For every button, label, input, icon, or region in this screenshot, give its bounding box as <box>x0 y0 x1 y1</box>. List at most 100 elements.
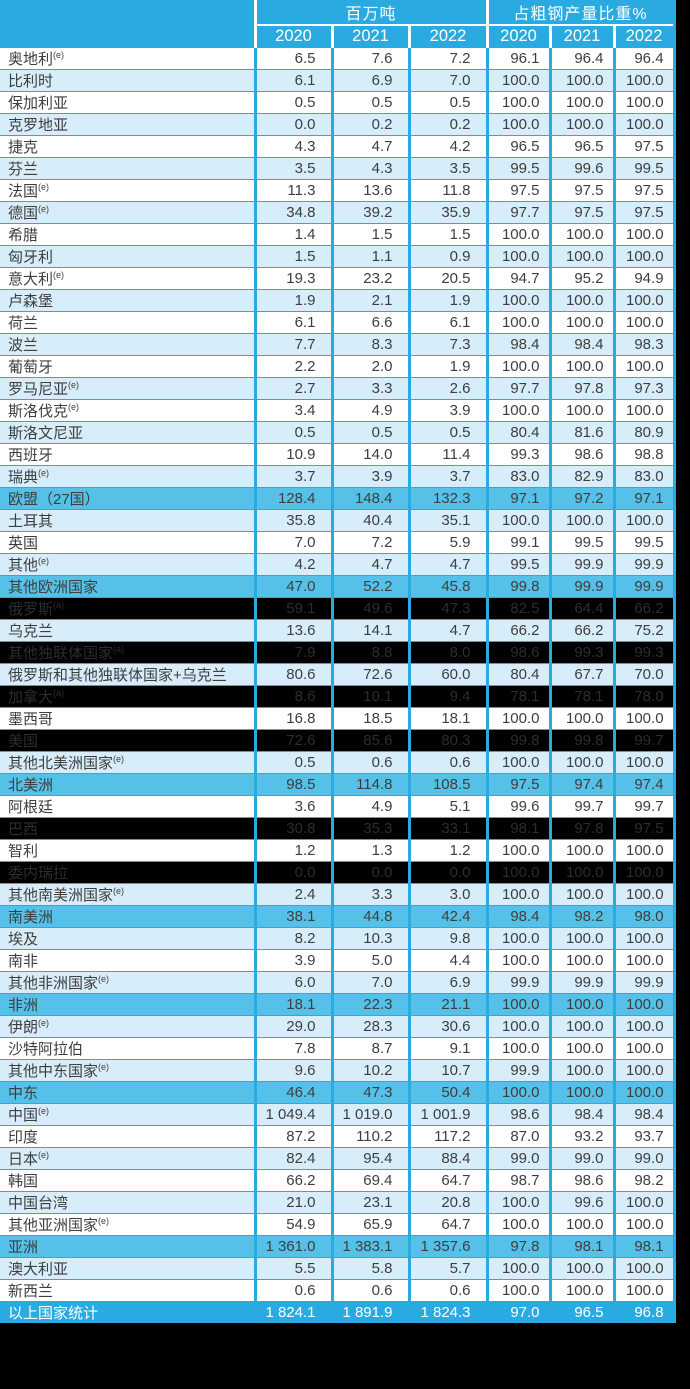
share-percent-value-cell: 97.2 <box>548 487 615 510</box>
million-tonnes-value-cell: 0.0 <box>253 113 332 136</box>
footnote-marker: (e) <box>38 1018 50 1028</box>
share-percent-value-cell: 100.0 <box>548 1015 615 1038</box>
country-name: 委内瑞拉 <box>8 865 69 882</box>
footnote-marker: (e) <box>38 1150 50 1160</box>
country-name: 新西兰 <box>8 1283 54 1300</box>
country-name: 伊朗 <box>8 1019 39 1036</box>
footnote-marker: (e) <box>98 1062 110 1072</box>
share-percent-value-cell: 98.2 <box>612 1169 675 1192</box>
million-tonnes-value-cell: 1 361.0 <box>253 1235 332 1258</box>
million-tonnes-value-cell: 7.0 <box>253 531 332 554</box>
million-tonnes-value-cell: 0.2 <box>330 113 409 136</box>
million-tonnes-value-cell: 7.9 <box>253 641 332 664</box>
million-tonnes-value-cell: 0.0 <box>253 861 332 884</box>
country-name-cell: 其他(e) <box>0 553 255 576</box>
million-tonnes-value-cell: 1.9 <box>253 289 332 312</box>
table-row: 巴西 30.8 35.3 33.1 98.1 97.8 97.5 <box>0 817 675 840</box>
header-group-row: 百万吨 占粗钢产量比重% <box>0 0 675 48</box>
country-name: 阿根廷 <box>8 799 54 816</box>
country-name: 荷兰 <box>8 315 39 332</box>
million-tonnes-value-cell: 0.9 <box>407 245 488 268</box>
country-name: 俄罗斯和其他独联体国家+乌克兰 <box>8 667 227 684</box>
year-header-mt-2021: 2021 <box>330 25 409 48</box>
share-percent-value-cell: 66.2 <box>485 619 551 642</box>
million-tonnes-value-cell: 35.3 <box>330 817 409 840</box>
share-percent-value-cell: 100.0 <box>485 1081 551 1104</box>
table-row: 其他北美洲国家(e) 0.5 0.6 0.6 100.0 100.0 100.0 <box>0 751 675 774</box>
country-name-cell: 中国(e) <box>0 1103 255 1126</box>
share-percent-value-cell: 97.5 <box>612 201 675 224</box>
country-name: 美国 <box>8 733 39 750</box>
footnote-marker: (e) <box>68 402 80 412</box>
share-percent-value-cell: 98.2 <box>548 905 615 928</box>
share-percent-value-cell: 100.0 <box>612 839 675 862</box>
country-name: 其他非洲国家 <box>8 975 99 992</box>
country-name-cell: 加拿大(a) <box>0 685 255 708</box>
million-tonnes-value-cell: 14.1 <box>330 619 409 642</box>
million-tonnes-value-cell: 148.4 <box>330 487 409 510</box>
table-row: 捷克 4.3 4.7 4.2 96.5 96.5 97.5 <box>0 135 675 158</box>
share-percent-value-cell: 100.0 <box>485 509 551 532</box>
share-percent-value-cell: 98.4 <box>485 333 551 356</box>
million-tonnes-value-cell: 38.1 <box>253 905 332 928</box>
million-tonnes-value-cell: 1.9 <box>407 355 488 378</box>
million-tonnes-value-cell: 5.5 <box>253 1257 332 1280</box>
country-name-cell: 俄罗斯(a) <box>0 597 255 620</box>
country-name-cell: 亚洲 <box>0 1235 255 1258</box>
million-tonnes-value-cell: 6.6 <box>330 311 409 334</box>
share-percent-value-cell: 99.3 <box>612 641 675 664</box>
million-tonnes-value-cell: 21.0 <box>253 1191 332 1214</box>
share-percent-value-cell: 100.0 <box>548 1213 615 1236</box>
million-tonnes-value-cell: 0.6 <box>330 1279 409 1302</box>
table-row: 韩国 66.2 69.4 64.7 98.7 98.6 98.2 <box>0 1169 675 1192</box>
million-tonnes-value-cell: 1.2 <box>407 839 488 862</box>
share-percent-value-cell: 100.0 <box>612 1213 675 1236</box>
million-tonnes-value-cell: 4.7 <box>407 553 488 576</box>
table-row: 其他亚洲国家(e) 54.9 65.9 64.7 100.0 100.0 100.0 <box>0 1213 675 1236</box>
country-name-cell: 其他南美洲国家(e) <box>0 883 255 906</box>
footnote-marker: (a) <box>113 644 125 654</box>
table-row: 西班牙 10.9 14.0 11.4 99.3 98.6 98.8 <box>0 443 675 466</box>
country-name-cell: 土耳其 <box>0 509 255 532</box>
share-percent-value-cell: 100.0 <box>612 1257 675 1280</box>
column-group-share-of-crude-steel: 占粗钢产量比重% <box>485 0 675 26</box>
corner-cell <box>0 0 255 48</box>
share-percent-value-cell: 100.0 <box>548 839 615 862</box>
share-percent-value-cell: 100.0 <box>485 1213 551 1236</box>
table-row: 俄罗斯(a) 59.1 49.6 47.3 82.5 64.4 66.2 <box>0 597 675 620</box>
table-row: 卢森堡 1.9 2.1 1.9 100.0 100.0 100.0 <box>0 289 675 312</box>
million-tonnes-value-cell: 4.2 <box>253 553 332 576</box>
million-tonnes-value-cell: 47.3 <box>330 1081 409 1104</box>
million-tonnes-value-cell: 65.9 <box>330 1213 409 1236</box>
million-tonnes-value-cell: 11.4 <box>407 443 488 466</box>
million-tonnes-value-cell: 64.7 <box>407 1169 488 1192</box>
share-percent-value-cell: 81.6 <box>548 421 615 444</box>
share-percent-value-cell: 100.0 <box>612 927 675 950</box>
share-percent-value-cell: 100.0 <box>485 993 551 1016</box>
table-row: 波兰 7.7 8.3 7.3 98.4 98.4 98.3 <box>0 333 675 356</box>
million-tonnes-value-cell: 0.6 <box>407 1279 488 1302</box>
million-tonnes-value-cell: 3.6 <box>253 795 332 818</box>
share-percent-value-cell: 96.8 <box>612 1301 675 1323</box>
share-percent-value-cell: 100.0 <box>612 399 675 422</box>
million-tonnes-value-cell: 18.5 <box>330 707 409 730</box>
share-percent-value-cell: 78.0 <box>612 685 675 708</box>
table-row: 沙特阿拉伯 7.8 8.7 9.1 100.0 100.0 100.0 <box>0 1037 675 1060</box>
million-tonnes-value-cell: 8.3 <box>330 333 409 356</box>
million-tonnes-value-cell: 9.1 <box>407 1037 488 1060</box>
country-name: 克罗地亚 <box>8 117 69 134</box>
table-row: 奥地利(e) 6.5 7.6 7.2 96.1 96.4 96.4 <box>0 47 675 70</box>
table-row: 北美洲 98.5 114.8 108.5 97.5 97.4 97.4 <box>0 773 675 796</box>
share-percent-value-cell: 98.8 <box>612 443 675 466</box>
share-percent-value-cell: 99.8 <box>548 729 615 752</box>
country-name-cell: 其他独联体国家(a) <box>0 641 255 664</box>
share-percent-value-cell: 100.0 <box>485 223 551 246</box>
share-percent-value-cell: 66.2 <box>612 597 675 620</box>
share-percent-value-cell: 100.0 <box>612 245 675 268</box>
share-percent-value-cell: 97.4 <box>612 773 675 796</box>
footnote-marker: (e) <box>38 182 50 192</box>
million-tonnes-value-cell: 4.7 <box>407 619 488 642</box>
country-name: 韩国 <box>8 1173 39 1190</box>
country-name: 斯洛文尼亚 <box>8 425 84 442</box>
share-percent-value-cell: 100.0 <box>548 69 615 92</box>
